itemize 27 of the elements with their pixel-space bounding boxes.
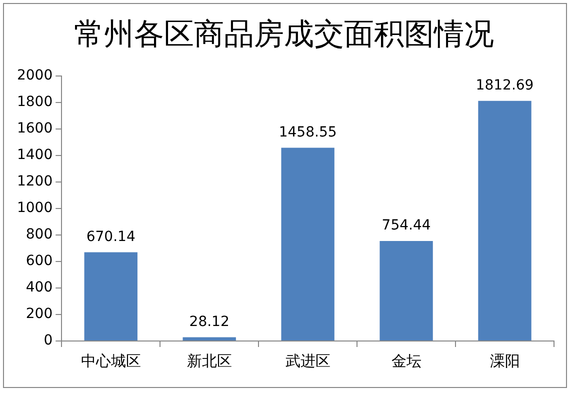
y-tick-label: 1200 xyxy=(16,174,53,190)
x-tick-label: 武进区 xyxy=(285,352,330,370)
x-tick-label: 溧阳 xyxy=(490,352,520,370)
x-tick-label: 金坛 xyxy=(391,352,422,370)
y-tick-label: 2000 xyxy=(16,68,53,84)
x-tick-label: 中心城区 xyxy=(80,352,141,370)
data-label: 754.44 xyxy=(382,218,431,234)
data-label: 670.14 xyxy=(86,228,136,245)
bar xyxy=(281,148,334,340)
bar xyxy=(182,337,236,340)
y-tick-label: 1600 xyxy=(16,120,53,137)
bar xyxy=(84,252,138,340)
y-tick-label: 600 xyxy=(26,253,53,270)
y-tick-label: 400 xyxy=(26,280,53,296)
bar xyxy=(380,241,433,340)
data-label: 1458.55 xyxy=(278,124,337,140)
y-tick-label: 1800 xyxy=(16,94,53,110)
y-tick-label: 1000 xyxy=(16,200,53,216)
x-tick-label: 新北区 xyxy=(186,352,232,370)
bar xyxy=(478,100,532,340)
y-tick-label: 800 xyxy=(26,226,53,243)
y-tick-label: 1400 xyxy=(16,147,53,164)
y-tick-label: 200 xyxy=(26,306,53,322)
data-label: 1812.69 xyxy=(476,77,534,94)
chart-title: 常州各区商品房成交面积图情况 xyxy=(74,16,494,52)
y-tick-label: 0 xyxy=(44,332,53,349)
data-label: 28.12 xyxy=(189,314,230,330)
